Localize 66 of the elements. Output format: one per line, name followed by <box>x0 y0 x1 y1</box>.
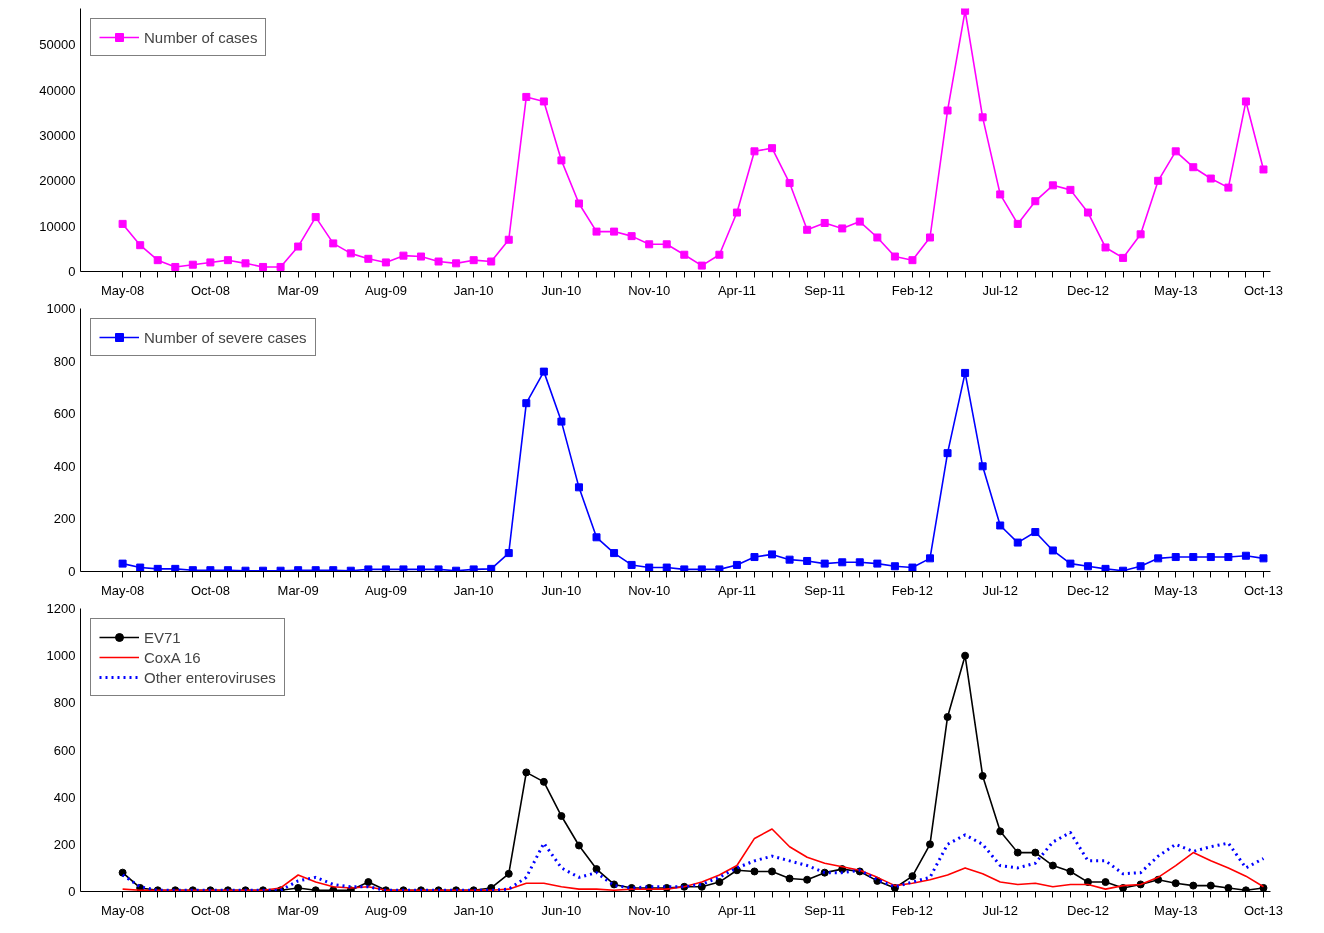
x-tick-label: Nov-10 <box>628 902 671 918</box>
y-tick-label: 1200 <box>46 601 76 616</box>
y-tick-label: 200 <box>53 836 76 852</box>
x-tick-label: Dec-12 <box>1067 582 1109 598</box>
legend-label: Other enteroviruses <box>144 668 276 686</box>
x-tick-label: Apr-11 <box>717 282 756 298</box>
x-tick-label: Jul-12 <box>982 582 1018 598</box>
x-tick-label: Jul-12 <box>982 902 1018 918</box>
x-tick-label: Jan-10 <box>453 902 494 918</box>
x-tick-label: Oct-08 <box>190 902 230 918</box>
y-tick-label: 20000 <box>39 173 76 189</box>
y-tick-label: 0 <box>68 264 76 279</box>
y-tick-label: 600 <box>53 406 76 422</box>
x-tick-label: Sep-11 <box>804 282 846 298</box>
x-tick-label: Feb-12 <box>891 902 934 918</box>
y-tick-label: 600 <box>53 742 76 758</box>
y-tick-label: 0 <box>68 884 76 899</box>
legend-label: EV71 <box>144 628 181 646</box>
x-tick-label: Oct-13 <box>1243 582 1283 598</box>
y-tick-label: 400 <box>53 789 76 805</box>
x-tick-label: Mar-09 <box>277 282 319 298</box>
x-tick-label: Aug-09 <box>364 902 407 918</box>
x-tick-label: May-13 <box>1154 282 1198 298</box>
x-tick-label: Sep-11 <box>804 582 846 598</box>
y-tick-label: 400 <box>53 458 76 474</box>
x-tick-label: Mar-09 <box>277 902 319 918</box>
x-tick-label: Jun-10 <box>541 582 582 598</box>
x-tick-label: Apr-11 <box>717 582 756 598</box>
x-tick-label: Apr-11 <box>717 902 756 918</box>
x-tick-label: May-08 <box>100 582 145 598</box>
x-tick-label: Feb-12 <box>891 282 934 298</box>
y-tick-label: 800 <box>53 353 76 369</box>
y-tick-label: 1000 <box>46 648 76 664</box>
x-tick-label: May-08 <box>100 282 145 298</box>
x-tick-label: Oct-08 <box>190 282 230 298</box>
y-tick-label: 200 <box>53 511 76 527</box>
y-tick-label: 50000 <box>39 37 76 53</box>
x-tick-label: Dec-12 <box>1067 902 1109 918</box>
x-tick-label: May-13 <box>1154 902 1198 918</box>
x-tick-label: Jun-10 <box>541 902 582 918</box>
x-tick-label: Oct-13 <box>1243 282 1283 298</box>
y-tick-label: 30000 <box>39 127 76 143</box>
y-tick-label: 40000 <box>39 82 76 98</box>
x-tick-label: Jul-12 <box>982 282 1018 298</box>
x-tick-label: Mar-09 <box>277 582 319 598</box>
x-tick-label: Aug-09 <box>364 282 407 298</box>
y-tick-label: 1000 <box>46 301 76 316</box>
x-tick-label: May-08 <box>100 902 145 918</box>
x-tick-label: Dec-12 <box>1067 282 1109 298</box>
x-tick-label: Oct-13 <box>1243 902 1283 918</box>
y-tick-label: 0 <box>68 564 76 579</box>
x-tick-label: Jun-10 <box>541 282 582 298</box>
x-tick-label: Feb-12 <box>891 582 934 598</box>
y-tick-label: 10000 <box>39 218 76 234</box>
x-tick-label: May-13 <box>1154 582 1198 598</box>
x-tick-label: Sep-11 <box>804 902 846 918</box>
y-tick-label: 800 <box>53 695 76 711</box>
legend-label: CoxA 16 <box>144 648 201 666</box>
x-tick-label: Jan-10 <box>453 282 494 298</box>
legend-label: Number of severe cases <box>144 328 307 346</box>
x-tick-label: Jan-10 <box>453 582 494 598</box>
x-tick-label: Nov-10 <box>628 282 671 298</box>
x-tick-label: Aug-09 <box>364 582 407 598</box>
legend-label: Number of cases <box>144 28 258 46</box>
x-tick-label: Oct-08 <box>190 582 230 598</box>
x-tick-label: Nov-10 <box>628 582 671 598</box>
